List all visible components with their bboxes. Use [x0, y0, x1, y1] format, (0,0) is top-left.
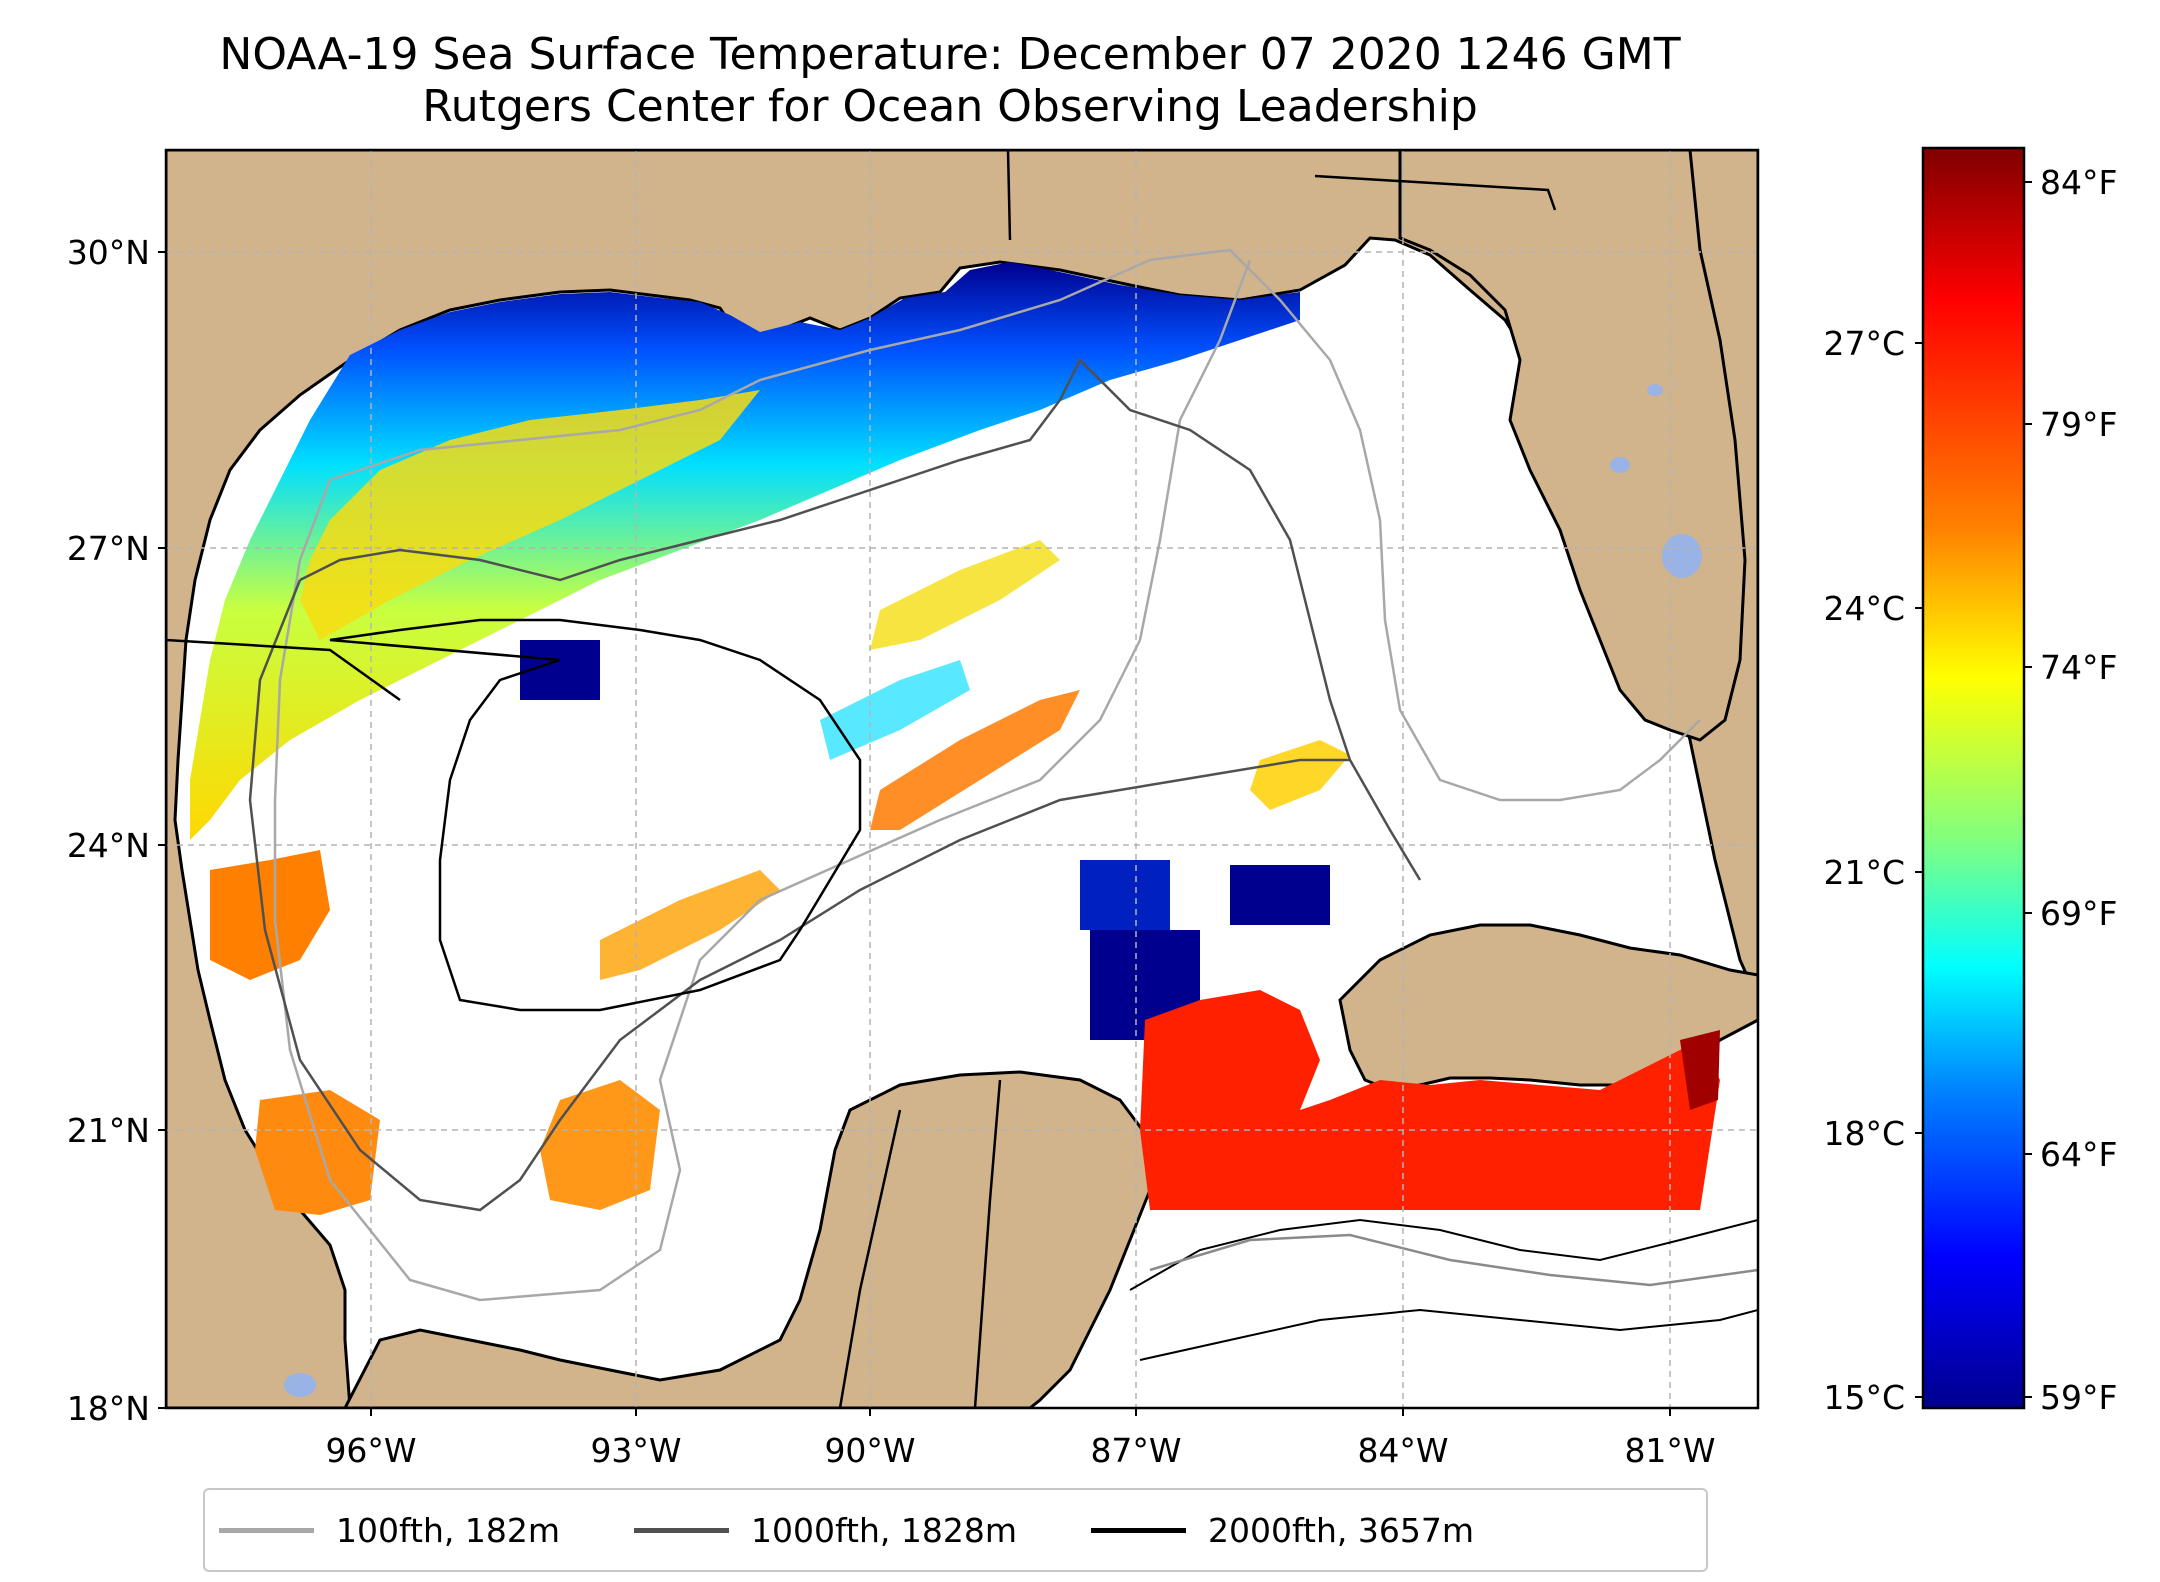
gridlines	[166, 150, 1758, 1408]
lat-label-27: 27°N	[67, 529, 150, 568]
sst-streak-1	[870, 540, 1060, 650]
colorbar-f-label-84: 84°F	[2040, 163, 2117, 202]
lake-small-1	[1610, 457, 1630, 473]
lon-label-84: 84°W	[1357, 1431, 1448, 1470]
map-title: NOAA-19 Sea Surface Temperature: Decembe…	[219, 29, 1681, 80]
colorbar-c-ticks	[1915, 342, 1923, 1398]
sst-streak-3	[600, 870, 780, 980]
lon-label-90: 90°W	[824, 1431, 915, 1470]
colorbar-f-label-74: 74°F	[2040, 648, 2117, 687]
colorbar-f-label-79: 79°F	[2040, 405, 2117, 444]
contour-2000fth	[329, 618, 862, 1012]
sst-orange-west	[210, 850, 330, 980]
map-panel	[166, 150, 1758, 1408]
contour-1000fth	[248, 357, 1422, 1212]
contour-cuba-shelf	[1149, 1233, 1758, 1287]
lat-label-24: 24°N	[67, 826, 150, 865]
legend-swatch-100fth	[219, 1527, 314, 1533]
legend-label-1000fth: 1000fth, 1828m	[751, 1510, 1017, 1550]
sst-streak-2	[870, 690, 1080, 830]
lat-label-30: 30°N	[67, 233, 150, 272]
legend-label-2000fth: 2000fth, 3657m	[1207, 1510, 1474, 1550]
sst-orange-central	[540, 1080, 660, 1210]
land-areas	[166, 150, 1758, 1408]
sst-northern-band	[190, 262, 1300, 840]
legend-item-2000fth: 2000fth, 3657m	[1077, 1511, 1474, 1550]
lon-label-96: 96°W	[325, 1431, 416, 1470]
sst-swath	[190, 262, 1720, 1215]
legend-swatch-1000fth	[634, 1527, 729, 1533]
sst-patch-dark-3	[1080, 860, 1170, 930]
lake-small-2	[1647, 384, 1663, 396]
sst-patch-dark-2	[1230, 865, 1330, 925]
sst-streak-5	[1250, 740, 1350, 810]
colorbar-c-label-21: 21°C	[1823, 853, 1905, 892]
legend-label-100fth: 100fth, 182m	[336, 1510, 560, 1550]
lon-label-93: 93°W	[590, 1431, 681, 1470]
sst-yellow-core	[300, 390, 760, 640]
colorbar-c-label-15: 15°C	[1823, 1378, 1905, 1417]
lon-label-87: 87°W	[1090, 1431, 1181, 1470]
colorbar-c-label-27: 27°C	[1823, 324, 1905, 363]
colorbar-f-ticks	[2024, 181, 2032, 1398]
lon-axis	[370, 1408, 1671, 1416]
lakes	[284, 384, 1702, 1397]
sst-streak-4	[820, 660, 970, 760]
lon-label-81: 81°W	[1624, 1431, 1715, 1470]
contour-100fth	[273, 248, 1701, 1302]
colorbar-f-label-59: 59°F	[2040, 1378, 2117, 1417]
colorbar	[1921, 146, 2026, 1410]
colorbar-f-label-64: 64°F	[2040, 1135, 2117, 1174]
colorbar-f-label-69: 69°F	[2040, 894, 2117, 933]
land-mexico-yucatan	[343, 1070, 1152, 1408]
contour-legend: 100fth, 182m 1000fth, 1828m 2000fth, 365…	[203, 1488, 1708, 1572]
legend-item-100fth: 100fth, 182m	[205, 1511, 560, 1550]
sst-darkred-east	[1680, 1030, 1720, 1110]
sst-red-southeast	[1140, 990, 1720, 1210]
colorbar-c-label-24: 24°C	[1823, 589, 1905, 628]
lat-label-21: 21°N	[67, 1111, 150, 1150]
political-borders	[166, 150, 1557, 1408]
lake-small-3	[284, 1373, 316, 1397]
bathymetry-contours	[248, 248, 1758, 1361]
sst-orange-southwest	[255, 1090, 380, 1215]
legend-swatch-2000fth	[1090, 1527, 1186, 1533]
land-florida	[1398, 150, 1747, 742]
map-frame	[164, 148, 1760, 1410]
map-subtitle: Rutgers Center for Ocean Observing Leade…	[422, 81, 1478, 132]
lat-label-18: 18°N	[67, 1389, 150, 1428]
lake-okeechobee	[1662, 534, 1702, 578]
lat-axis	[158, 251, 166, 1409]
legend-item-1000fth: 1000fth, 1828m	[620, 1511, 1017, 1550]
contour-cuba-deep	[1129, 1218, 1758, 1361]
colorbar-c-label-18: 18°C	[1823, 1114, 1905, 1153]
